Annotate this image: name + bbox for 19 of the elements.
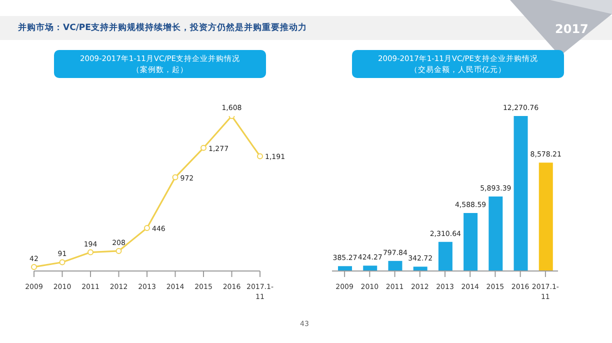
bar (338, 266, 352, 271)
point (88, 249, 94, 256)
point (172, 174, 178, 180)
point (116, 248, 122, 254)
point (144, 225, 150, 232)
bar (514, 116, 528, 271)
bar (438, 242, 452, 271)
point (257, 153, 263, 160)
bar (388, 260, 402, 271)
bar (413, 266, 428, 271)
bar (464, 213, 478, 271)
point (200, 144, 206, 151)
point (59, 259, 66, 266)
point (31, 264, 37, 270)
bar (488, 196, 503, 271)
bar (363, 266, 378, 271)
text: 2017 (555, 22, 588, 36)
text: 并购市场：VC/PE支持并购规模持续增长，投资方仍然是并购重要推动力 (18, 22, 307, 34)
bar (538, 162, 553, 271)
